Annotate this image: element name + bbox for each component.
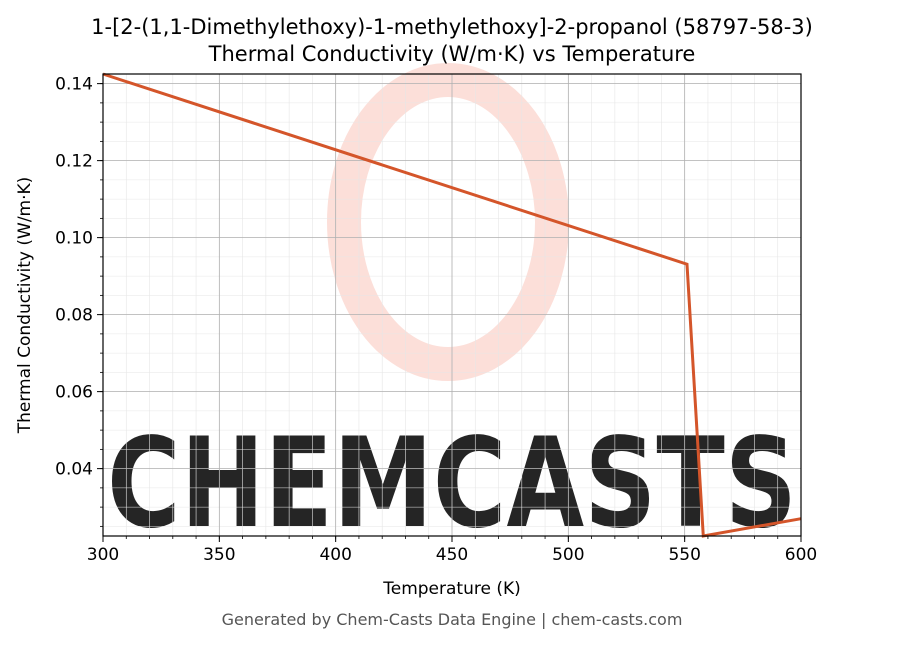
footer-credit: Generated by Chem-Casts Data Engine | ch…	[222, 610, 683, 629]
x-tick-label: 350	[203, 545, 235, 565]
chart-title: 1-[2-(1,1-Dimethylethoxy)-1-methylethoxy…	[91, 15, 813, 39]
x-tick-label: 300	[87, 545, 119, 565]
watermark-logo-ring	[327, 63, 569, 381]
x-axis-ticks: 300 350 400 450 500 550 600	[87, 536, 817, 565]
x-tick-label: 600	[785, 545, 817, 565]
x-axis-label: Temperature (K)	[382, 579, 521, 599]
y-axis-label: Thermal Conductivity (W/m·K)	[15, 177, 35, 435]
x-tick-label: 550	[668, 545, 700, 565]
y-tick-label: 0.10	[55, 229, 93, 249]
x-tick-label: 500	[552, 545, 584, 565]
major-grid	[102, 74, 802, 536]
x-tick-label: 400	[319, 545, 351, 565]
chart-subtitle: Thermal Conductivity (W/m·K) vs Temperat…	[208, 42, 696, 66]
x-tick-label: 450	[436, 545, 468, 565]
y-tick-label: 0.04	[55, 460, 93, 480]
y-tick-label: 0.12	[55, 152, 93, 172]
y-tick-label: 0.14	[55, 75, 93, 95]
series-line	[102, 72, 802, 538]
y-tick-label: 0.06	[55, 383, 93, 403]
y-axis-ticks: 0.04 0.06 0.08 0.10 0.12 0.14	[55, 75, 103, 527]
y-tick-label: 0.08	[55, 306, 93, 326]
